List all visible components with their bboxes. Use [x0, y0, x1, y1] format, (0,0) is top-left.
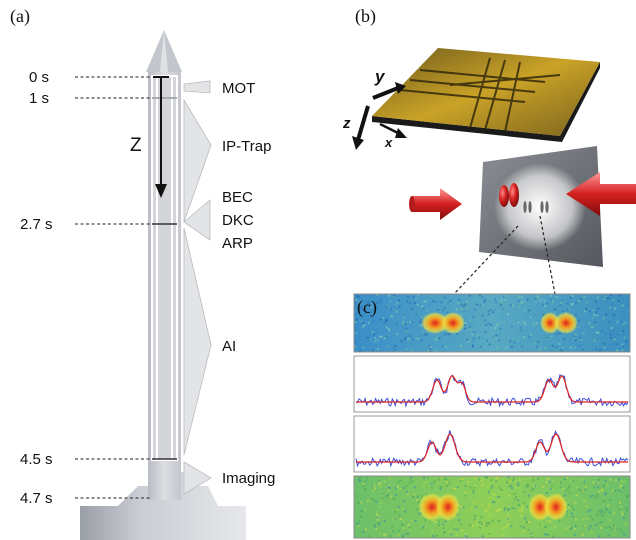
- phase-label-bec: BEC: [222, 189, 253, 206]
- wedge-ip-trap: [183, 98, 212, 223]
- phase-label-imaging: Imaging: [222, 470, 275, 487]
- axis-x-arrowhead: [395, 128, 407, 138]
- absorption-image-top: [353, 293, 631, 353]
- nose-cone-highlight: [160, 30, 168, 72]
- time-label-0s: 0 s: [29, 69, 49, 86]
- panel-c: (c): [353, 293, 631, 539]
- atom-fringes-gray: [523, 201, 549, 213]
- phase-label-ai: AI: [222, 338, 236, 355]
- profile-fit-bottom: [356, 433, 628, 463]
- wedge-imaging: [183, 461, 212, 495]
- panel-b-label: (b): [355, 6, 376, 27]
- panel-a: (a) Z 0 s 1 s 2.7 s 4.5 s 4.7 s: [10, 6, 275, 540]
- wedge-mot: [183, 80, 211, 94]
- time-label-1s: 1 s: [29, 90, 49, 107]
- time-label-4-7s: 4.7 s: [20, 490, 53, 507]
- atom-cloud-glow: [494, 163, 586, 251]
- density-profile-top: [353, 355, 631, 413]
- z-arrow-head: [155, 184, 167, 198]
- axis-z-arrow: [356, 105, 370, 141]
- profile-trace-top: [355, 374, 629, 408]
- connector-line-right: [539, 215, 556, 295]
- axis-z-label: z: [342, 115, 351, 132]
- panel-a-label: (a): [10, 6, 30, 27]
- axis-x-arrow: [379, 122, 401, 136]
- axis-y-label: y: [374, 67, 386, 86]
- density-profile-bottom: [353, 415, 631, 473]
- phase-label-ip-trap: IP-Trap: [222, 138, 271, 155]
- connector-line-left: [453, 225, 519, 295]
- phase-label-arp: ARP: [222, 235, 253, 252]
- wedge-ai: [183, 227, 212, 456]
- axis-z-arrowhead: [352, 136, 364, 150]
- profile-trace-bottom: [355, 430, 629, 468]
- absorption-image-bottom: [353, 475, 631, 539]
- panel-c-label: (c): [357, 297, 377, 318]
- time-label-2-7s: 2.7 s: [20, 216, 53, 233]
- time-label-4-5s: 4.5 s: [20, 451, 53, 468]
- panel-b: (b) y z x: [342, 6, 636, 295]
- launch-pad-base: [80, 472, 246, 540]
- chip-wires: [399, 57, 561, 133]
- laser-beam-left: [409, 188, 462, 220]
- atom-fringes-red: [499, 183, 519, 207]
- phase-label-mot: MOT: [222, 80, 255, 97]
- axis-y-arrow: [372, 86, 399, 100]
- phase-label-dkc: DKC: [222, 212, 254, 229]
- axis-x-label: x: [384, 135, 393, 150]
- axis-y-arrowhead: [395, 82, 406, 94]
- profile-fit-top: [356, 375, 628, 403]
- z-axis-label: Z: [130, 135, 142, 156]
- drop-capsule: [151, 75, 178, 461]
- wedge-bec-dkc: [183, 199, 211, 241]
- laser-beam-right: [566, 172, 636, 216]
